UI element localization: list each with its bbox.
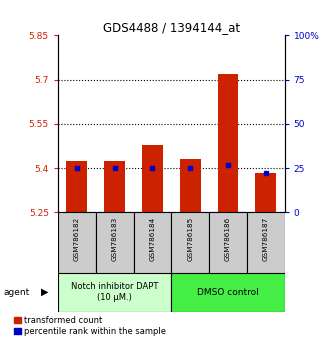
Title: GDS4488 / 1394144_at: GDS4488 / 1394144_at (103, 21, 240, 34)
Bar (67, 161, 87, 212)
Text: GSM786185: GSM786185 (187, 217, 193, 262)
Text: DMSO control: DMSO control (197, 287, 259, 297)
Text: GSM786184: GSM786184 (149, 217, 155, 262)
Text: Notch inhibitor DAPT
(10 μM.): Notch inhibitor DAPT (10 μM.) (71, 282, 158, 302)
Bar (180, 159, 201, 212)
Text: GSM786183: GSM786183 (112, 217, 118, 262)
Text: GSM786187: GSM786187 (263, 217, 269, 262)
Bar (104, 161, 125, 212)
FancyBboxPatch shape (58, 212, 96, 273)
Text: agent: agent (3, 287, 29, 297)
FancyBboxPatch shape (171, 212, 209, 273)
FancyBboxPatch shape (171, 273, 285, 312)
FancyBboxPatch shape (133, 212, 171, 273)
FancyBboxPatch shape (58, 273, 171, 312)
Text: ▶: ▶ (41, 287, 49, 297)
Legend: transformed count, percentile rank within the sample: transformed count, percentile rank withi… (14, 316, 166, 336)
FancyBboxPatch shape (209, 212, 247, 273)
Bar (142, 144, 163, 212)
Text: GSM786186: GSM786186 (225, 217, 231, 262)
FancyBboxPatch shape (247, 212, 285, 273)
Bar (256, 173, 276, 212)
Bar (217, 74, 238, 212)
FancyBboxPatch shape (96, 212, 133, 273)
Text: GSM786182: GSM786182 (74, 217, 80, 262)
